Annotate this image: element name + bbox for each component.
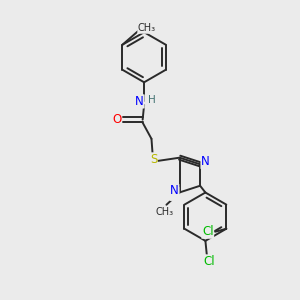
Text: S: S — [150, 153, 157, 166]
Text: H: H — [148, 95, 156, 105]
Text: CH₃: CH₃ — [156, 206, 174, 217]
Text: N: N — [135, 95, 144, 108]
Text: O: O — [112, 113, 122, 126]
Text: Cl: Cl — [203, 255, 215, 268]
Text: N: N — [170, 188, 179, 200]
Text: CH₃: CH₃ — [138, 23, 156, 33]
Text: N: N — [201, 155, 210, 168]
Text: N: N — [170, 184, 179, 197]
Text: Cl: Cl — [202, 225, 214, 238]
